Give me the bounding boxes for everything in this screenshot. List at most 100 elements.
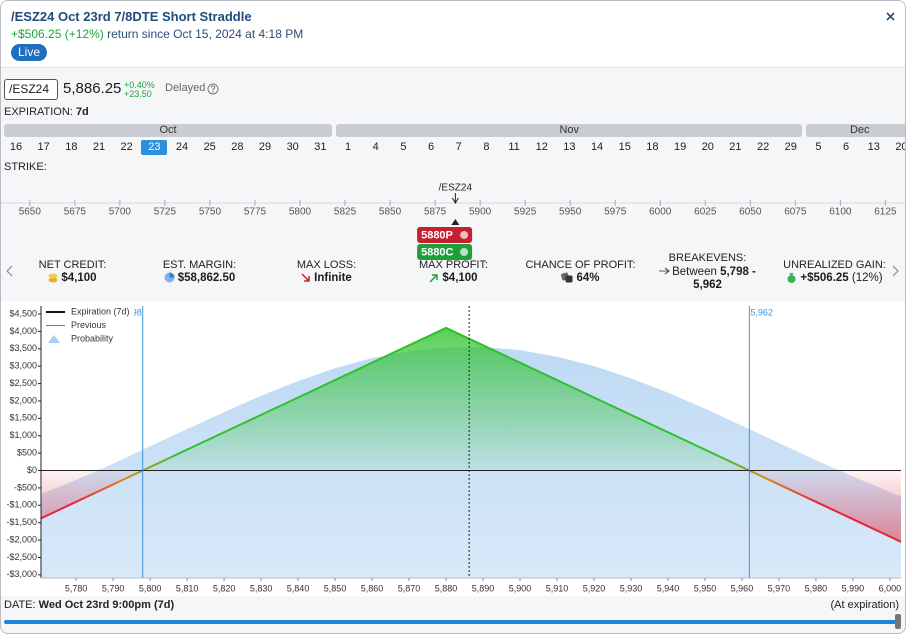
day-tab[interactable]: 25 (203, 141, 216, 153)
day-tab[interactable]: 29 (258, 141, 272, 153)
strike-tick-label: 5875 (424, 207, 447, 218)
x-tick-label: 5,860 (361, 583, 384, 593)
leg-label: 5880C (421, 246, 453, 258)
strike-tick-label: 5650 (19, 207, 42, 218)
stat-label: EST. MARGIN: (162, 259, 237, 271)
x-tick-label: 5,870 (398, 583, 421, 593)
underlying-marker (451, 193, 459, 204)
day-tab[interactable]: 21 (729, 141, 742, 153)
day-tab[interactable]: 19 (673, 141, 687, 153)
strike-tick-label: 5850 (379, 207, 402, 218)
stat-margin: EST. MARGIN: $58,862.50 (136, 259, 263, 284)
strike-tick-label: 6100 (829, 207, 852, 218)
stat-prefix: Between (672, 266, 717, 278)
day-tab[interactable]: 23 (141, 140, 168, 155)
x-tick-label: 5,790 (102, 583, 125, 593)
day-tab[interactable]: 4 (372, 141, 379, 153)
x-tick-label: 5,840 (287, 583, 310, 593)
next-arrow[interactable] (891, 265, 899, 277)
day-tab[interactable]: 24 (175, 141, 189, 153)
strike-ruler: 5650 5675 5700 5725 5750 5775 5800 5825 5850 5875… (1, 183, 905, 260)
date-value: Wed Oct 23rd 9:00pm (7d) (38, 599, 175, 611)
leg-tag[interactable] (417, 227, 473, 243)
day-tab[interactable]: 5 (400, 141, 407, 153)
day-tab[interactable]: 18 (65, 141, 78, 153)
close-button[interactable] (885, 11, 896, 22)
day-tab[interactable]: 7 (455, 141, 462, 153)
x-tick-label: 5,780 (65, 583, 88, 593)
y-tick-label: $2,500 (9, 378, 37, 388)
day-tab[interactable]: 31 (314, 141, 327, 153)
y-tick-label: $4,500 (9, 308, 37, 318)
day-tab[interactable]: 1 (344, 141, 352, 153)
x-tick-label: 5,820 (213, 583, 236, 593)
x-tick-label: 5,980 (805, 583, 828, 593)
symbol-box[interactable]: /ESZ24 (4, 79, 58, 100)
x-tick-label: 5,880 (435, 583, 458, 593)
day-tab[interactable]: 21 (92, 141, 106, 153)
day-tab[interactable]: 17 (37, 141, 50, 153)
x-tick-label: 5,810 (176, 583, 199, 593)
legend-swatch (48, 335, 60, 343)
dice-icon (561, 272, 573, 283)
y-tick-label: $1,500 (9, 413, 37, 423)
y-tick-label: $3,500 (9, 343, 37, 353)
stat-value: +$506.25 (800, 272, 849, 284)
day-tab[interactable]: 14 (590, 141, 604, 153)
day-tab[interactable]: 6 (843, 141, 850, 153)
date-slider-track[interactable] (4, 620, 897, 624)
y-tick-label: $3,000 (9, 361, 37, 371)
day-tab[interactable]: 28 (231, 141, 244, 153)
strike-tick-label: 5950 (559, 207, 582, 218)
day-tab[interactable]: 6 (427, 141, 435, 153)
day-tab[interactable]: 30 (286, 141, 299, 153)
day-tab[interactable]: 22 (120, 141, 133, 153)
day-tab[interactable]: 22 (756, 141, 770, 153)
stat-unrealized: UNREALIZED GAIN: +$506.25 (12%) (771, 259, 898, 284)
y-tick-label: -$1,500 (6, 517, 37, 527)
leg-icon (460, 231, 469, 239)
day-tab[interactable]: 5 (815, 141, 822, 153)
day-tab[interactable]: 13 (867, 141, 880, 153)
prev-arrow[interactable] (6, 265, 14, 277)
x-tick-label: 5,890 (472, 583, 495, 593)
stat-label: CHANCE OF PROFIT: (525, 259, 636, 271)
x-tick-label: 5,850 (324, 583, 347, 593)
expiration-value: 7d (75, 106, 89, 118)
stat-value: $58,862.50 (177, 272, 236, 284)
feed-status: Delayed (165, 82, 206, 94)
day-tab[interactable]: 13 (563, 141, 576, 153)
change-pct: +0.40% (124, 80, 155, 90)
live-badge: Live (11, 44, 48, 61)
strike-tick-label: 6050 (739, 207, 762, 218)
date-slider-thumb[interactable] (895, 614, 901, 629)
day-tab[interactable]: 16 (9, 141, 23, 153)
day-tab[interactable]: 20 (701, 141, 714, 153)
day-tab[interactable]: 20 (895, 141, 905, 153)
day-tab[interactable]: 12 (535, 141, 548, 153)
x-tick-label: 5,990 (842, 583, 865, 593)
strike-tick-label: 5800 (289, 207, 312, 218)
stat-value: Infinite (314, 272, 352, 284)
strike-tick-label: 6025 (694, 207, 717, 218)
return-note: return since Oct 15, 2024 at 4:18 PM (107, 27, 304, 41)
leg-tag[interactable] (417, 244, 473, 260)
x-tick-label: 5,950 (694, 583, 717, 593)
help-icon[interactable] (207, 83, 219, 95)
x-tick-label: 5,970 (768, 583, 791, 593)
y-tick-label: $1,000 (9, 430, 37, 440)
day-tab[interactable]: 18 (646, 141, 659, 153)
day-tab[interactable]: 8 (483, 141, 490, 153)
day-tab[interactable]: 11 (508, 141, 520, 153)
day-tab[interactable]: 15 (618, 141, 631, 153)
date-label: DATE: (4, 599, 36, 611)
underlying-pointer (451, 219, 460, 225)
stat-value: 5,798 - 5,962 (693, 266, 756, 291)
money-bag-icon (787, 273, 796, 283)
strike-tick-label: 5750 (199, 207, 222, 218)
expiration-row: EXPIRATION: 7d (4, 106, 89, 118)
stat-label: NET CREDIT: (38, 259, 107, 271)
day-tab[interactable]: 29 (784, 141, 797, 153)
y-tick-label: -$2,500 (6, 552, 37, 562)
